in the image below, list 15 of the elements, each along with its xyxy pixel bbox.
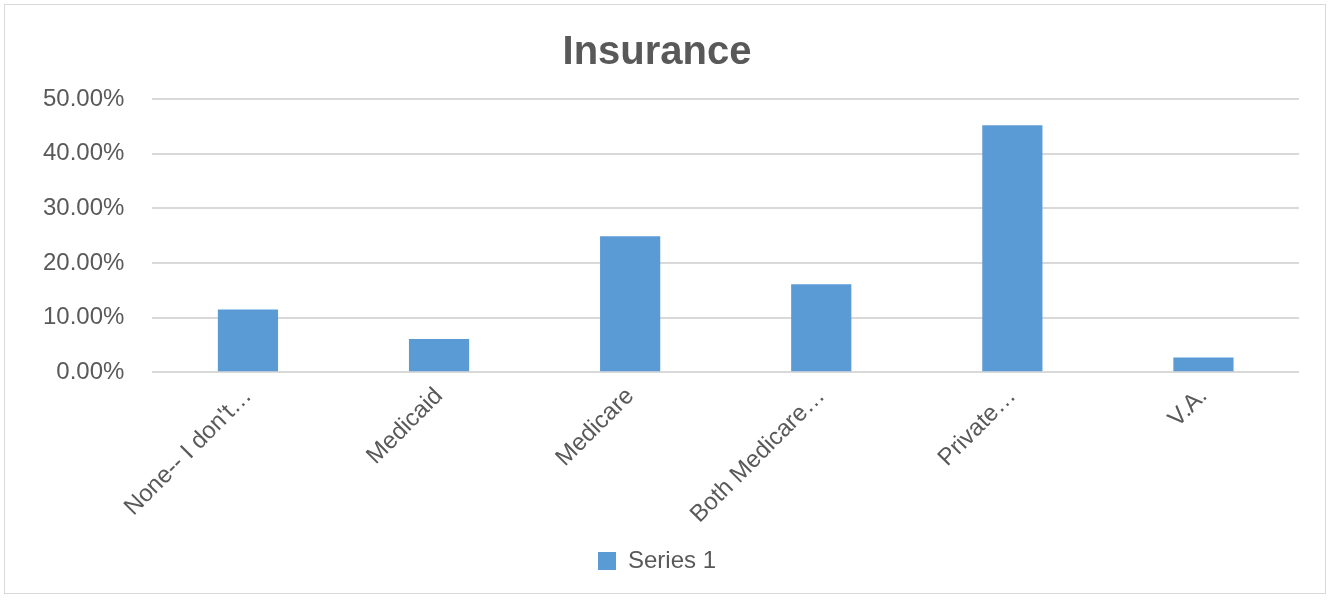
- y-tick-label: 0.00%: [56, 356, 125, 384]
- bar: [408, 338, 470, 372]
- chart-title: Insurance: [562, 28, 752, 73]
- bar: [600, 236, 661, 372]
- bar: [791, 284, 852, 372]
- y-tick-label: 20.00%: [42, 247, 125, 275]
- x-tick-label: V.A.: [1162, 381, 1212, 432]
- y-tick-label: 30.00%: [42, 192, 125, 220]
- bar: [982, 125, 1043, 372]
- bar: [217, 309, 279, 372]
- y-tick-label: 50.00%: [42, 83, 125, 111]
- y-tick-label: 40.00%: [42, 138, 125, 166]
- legend-label: Series 1: [627, 545, 717, 573]
- bar: [1173, 357, 1234, 372]
- y-tick-label: 10.00%: [42, 302, 125, 330]
